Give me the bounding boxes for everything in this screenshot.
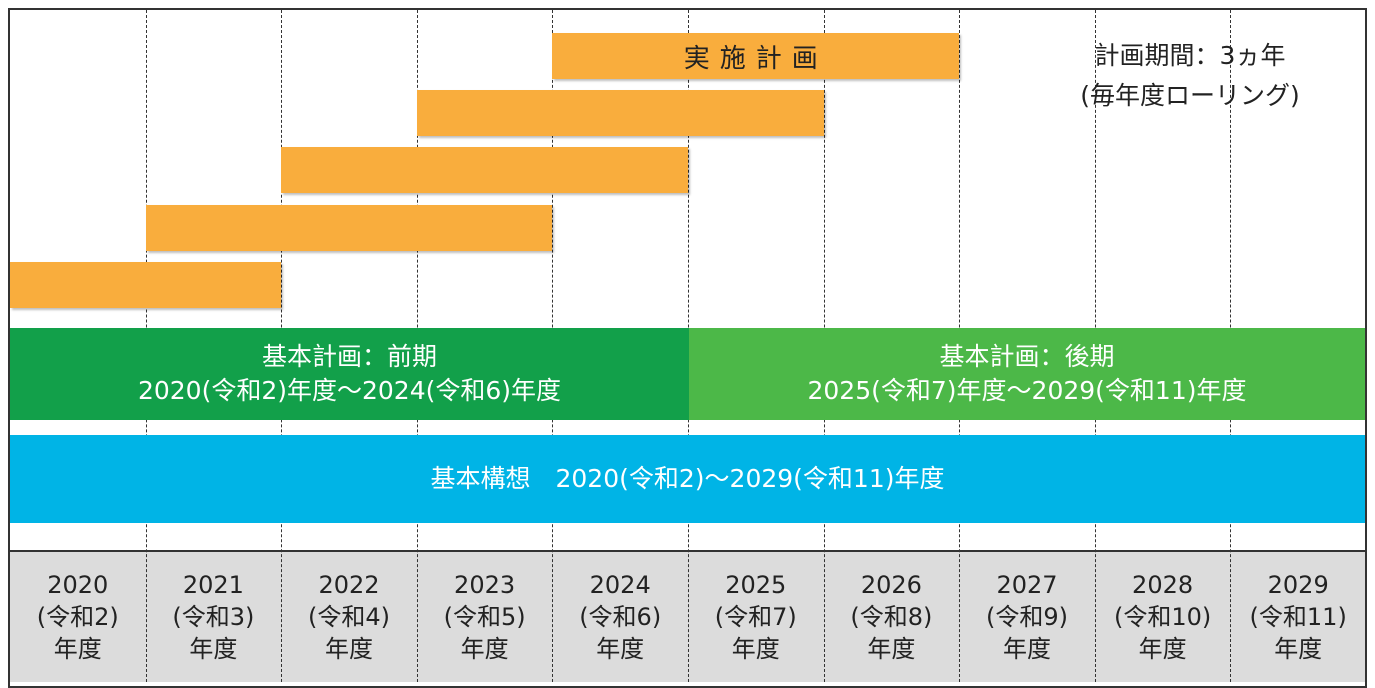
- plan-bar: [145, 204, 553, 251]
- year-era: (令和6): [579, 603, 662, 631]
- year-era: (令和7): [714, 603, 797, 631]
- year-era: (令和3): [172, 603, 255, 631]
- year-unit: 年度: [189, 635, 238, 663]
- year-cell: 2022 (令和4) 年度: [281, 552, 417, 682]
- year-unit: 年度: [731, 635, 780, 663]
- year-cell: 2028 (令和10) 年度: [1095, 552, 1231, 682]
- band-title: 基本計画：前期: [261, 342, 437, 371]
- note: 計画期間：3ヵ年 (毎年度ローリング): [1070, 36, 1310, 116]
- year-cell: 2021 (令和3) 年度: [146, 552, 282, 682]
- year-era: (令和4): [307, 603, 390, 631]
- year-cell: 2020 (令和2) 年度: [10, 552, 146, 682]
- year-year: 2027: [996, 571, 1058, 599]
- year-unit: 年度: [1002, 635, 1051, 663]
- year-cell: 2025 (令和7) 年度: [688, 552, 824, 682]
- year-year: 2022: [318, 571, 380, 599]
- year-cell: 2023 (令和5) 年度: [417, 552, 553, 682]
- band-period: 2020(令和2)年度～2024(令和6)年度: [137, 376, 562, 405]
- year-era: (令和10): [1113, 603, 1212, 631]
- year-unit: 年度: [867, 635, 916, 663]
- year-unit: 年度: [1274, 635, 1323, 663]
- year-cell: 2026 (令和8) 年度: [824, 552, 960, 682]
- note-line: (毎年度ローリング): [1080, 81, 1300, 110]
- year-year: 2029: [1267, 571, 1329, 599]
- year-cell: 2027 (令和9) 年度: [959, 552, 1095, 682]
- year-era: (令和8): [850, 603, 933, 631]
- year-year: 2026: [860, 571, 922, 599]
- plan-bar: [416, 90, 824, 137]
- year-era: (令和5): [443, 603, 526, 631]
- plan-bar: [281, 147, 688, 194]
- year-era: (令和11): [1249, 603, 1347, 631]
- concept-band: 基本構想 2020(令和2)～2029(令和11)年度: [10, 435, 1365, 523]
- basic-plan-second: 基本計画：後期 2025(令和7)年度～2029(令和11)年度: [689, 328, 1365, 420]
- band-title: 基本計画：後期: [939, 342, 1115, 371]
- year-year: 2021: [182, 571, 244, 599]
- year-year: 2028: [1132, 571, 1194, 599]
- year-cell: 2024 (令和6) 年度: [552, 552, 688, 682]
- year-unit: 年度: [596, 635, 645, 663]
- basic-plan-first: 基本計画：前期 2020(令和2)年度～2024(令和6)年度: [10, 328, 689, 420]
- note-line: 計画期間：3ヵ年: [1094, 41, 1286, 70]
- band-period: 2025(令和7)年度～2029(令和11)年度: [807, 376, 1247, 405]
- year-year: 2023: [454, 571, 516, 599]
- band-title: 基本構想 2020(令和2)～2029(令和11)年度: [430, 464, 945, 493]
- outer-border: [8, 8, 1367, 688]
- year-unit: 年度: [460, 635, 509, 663]
- year-year: 2020: [47, 571, 109, 599]
- year-cell: 2029 (令和11) 年度: [1230, 552, 1366, 682]
- year-unit: 年度: [53, 635, 102, 663]
- gray-row: [8, 550, 1367, 682]
- year-era: (令和2): [36, 603, 119, 631]
- plan-bar: [10, 261, 282, 308]
- year-era: (令和9): [985, 603, 1068, 631]
- plan-bar: 実施計画: [552, 33, 960, 79]
- year-unit: 年度: [1138, 635, 1187, 663]
- year-year: 2024: [589, 571, 651, 599]
- year-unit: 年度: [324, 635, 373, 663]
- year-year: 2025: [725, 571, 787, 599]
